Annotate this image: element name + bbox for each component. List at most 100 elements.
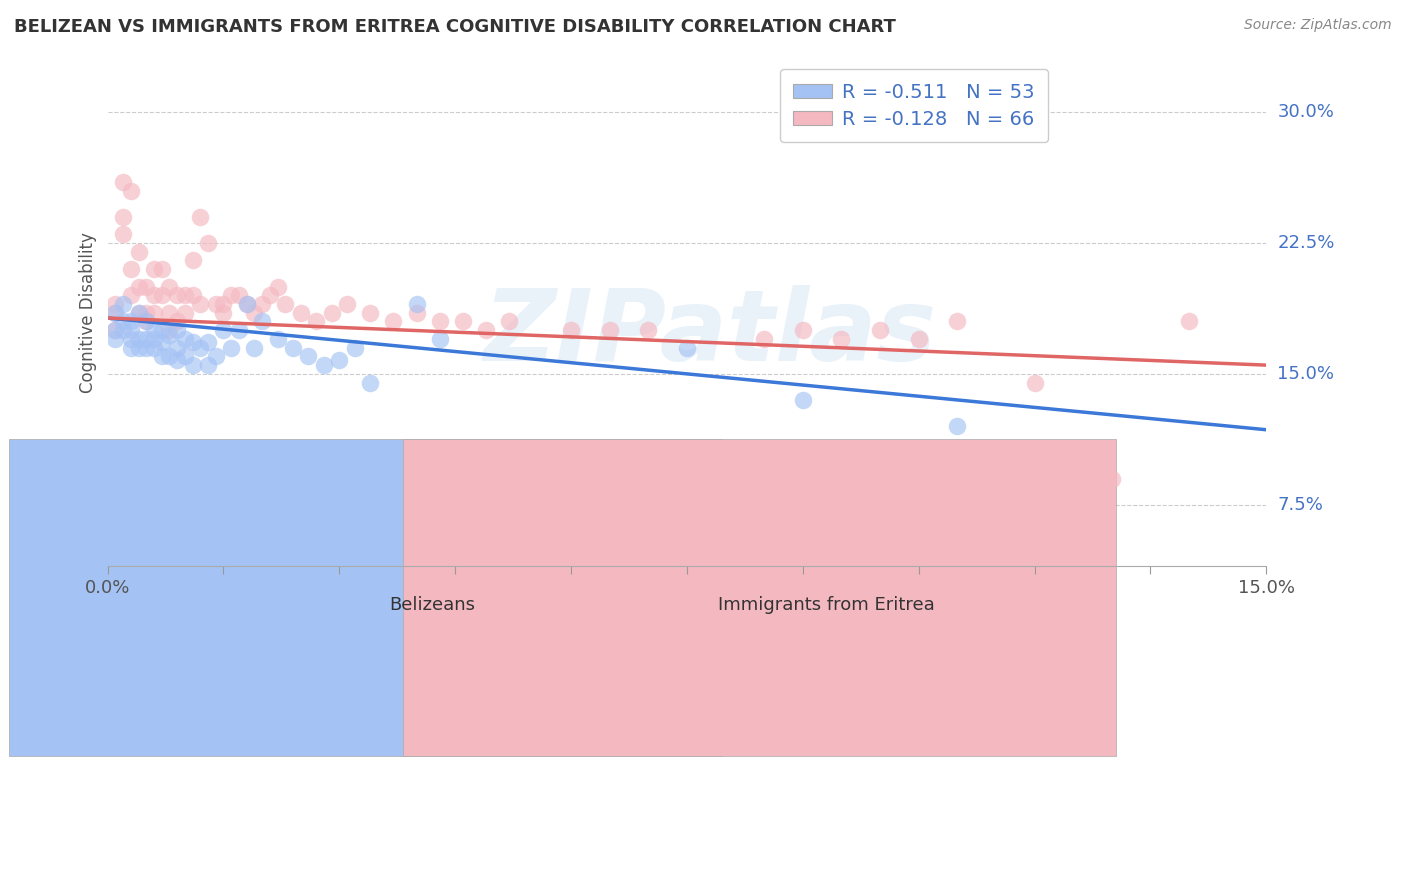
Text: Belizeans: Belizeans <box>389 596 475 615</box>
Point <box>120 341 142 355</box>
Point <box>212 306 235 320</box>
Point <box>243 341 266 355</box>
Point <box>143 262 166 277</box>
FancyBboxPatch shape <box>404 440 1115 756</box>
Point <box>235 297 257 311</box>
Point <box>429 314 451 328</box>
Point <box>212 297 235 311</box>
Point <box>135 306 157 320</box>
Point <box>343 341 366 355</box>
Point <box>157 323 180 337</box>
Point <box>104 297 127 311</box>
Text: 7.5%: 7.5% <box>1278 496 1323 514</box>
Point <box>197 235 219 250</box>
Point <box>266 279 288 293</box>
Point <box>1024 376 1046 390</box>
Point <box>359 376 381 390</box>
Point <box>451 314 474 328</box>
Point <box>112 314 135 328</box>
Point <box>792 323 814 337</box>
Point <box>212 323 235 337</box>
Point <box>166 352 188 367</box>
Point <box>197 358 219 372</box>
Text: Immigrants from Eritrea: Immigrants from Eritrea <box>717 596 935 615</box>
Point <box>166 341 188 355</box>
Point <box>104 323 127 337</box>
Point <box>135 279 157 293</box>
Point <box>135 314 157 328</box>
Point <box>312 358 335 372</box>
Point <box>907 332 929 346</box>
Point <box>676 341 699 355</box>
Point <box>128 306 150 320</box>
Point <box>228 323 250 337</box>
Legend: R = -0.511   N = 53, R = -0.128   N = 66: R = -0.511 N = 53, R = -0.128 N = 66 <box>780 70 1047 143</box>
Point <box>120 323 142 337</box>
Point <box>228 288 250 302</box>
Point <box>204 350 226 364</box>
Point <box>181 288 204 302</box>
Point <box>157 328 180 343</box>
Text: 22.5%: 22.5% <box>1278 234 1334 252</box>
FancyBboxPatch shape <box>8 440 721 756</box>
Point <box>197 335 219 350</box>
Text: 30.0%: 30.0% <box>1278 103 1334 121</box>
Y-axis label: Cognitive Disability: Cognitive Disability <box>79 232 97 393</box>
Point <box>104 323 127 337</box>
Point <box>946 419 969 434</box>
Point <box>1101 472 1123 486</box>
Point <box>143 332 166 346</box>
Point <box>143 288 166 302</box>
Point <box>150 288 173 302</box>
Point <box>946 314 969 328</box>
Point <box>359 306 381 320</box>
Point <box>112 323 135 337</box>
Point <box>112 227 135 242</box>
Point <box>128 279 150 293</box>
Point <box>204 297 226 311</box>
Point <box>250 297 273 311</box>
Point <box>173 306 195 320</box>
Point <box>274 297 297 311</box>
Point <box>143 323 166 337</box>
Point <box>157 350 180 364</box>
Point <box>560 323 582 337</box>
Point <box>243 306 266 320</box>
Point <box>429 332 451 346</box>
Point <box>120 262 142 277</box>
Point <box>290 306 312 320</box>
Point <box>128 244 150 259</box>
Point <box>166 288 188 302</box>
Point <box>173 288 195 302</box>
Point <box>150 262 173 277</box>
Point <box>120 288 142 302</box>
Point <box>405 297 427 311</box>
Point <box>250 314 273 328</box>
Point <box>188 297 211 311</box>
Point <box>112 210 135 224</box>
Point <box>135 341 157 355</box>
Point <box>166 323 188 337</box>
Point <box>259 288 281 302</box>
Point <box>157 279 180 293</box>
Point <box>869 323 891 337</box>
Point <box>150 350 173 364</box>
Point <box>188 341 211 355</box>
Point <box>143 306 166 320</box>
Point <box>321 306 343 320</box>
Point <box>173 332 195 346</box>
Point <box>157 306 180 320</box>
Point <box>112 175 135 189</box>
Point <box>754 332 776 346</box>
Point <box>830 332 852 346</box>
Text: ZIPatlas: ZIPatlas <box>484 285 936 382</box>
Text: BELIZEAN VS IMMIGRANTS FROM ERITREA COGNITIVE DISABILITY CORRELATION CHART: BELIZEAN VS IMMIGRANTS FROM ERITREA COGN… <box>14 18 896 36</box>
Point <box>792 392 814 407</box>
Point <box>120 332 142 346</box>
Point <box>181 358 204 372</box>
Point <box>166 314 188 328</box>
Point <box>599 323 621 337</box>
Point <box>173 350 195 364</box>
Point <box>128 332 150 346</box>
Point <box>135 332 157 346</box>
